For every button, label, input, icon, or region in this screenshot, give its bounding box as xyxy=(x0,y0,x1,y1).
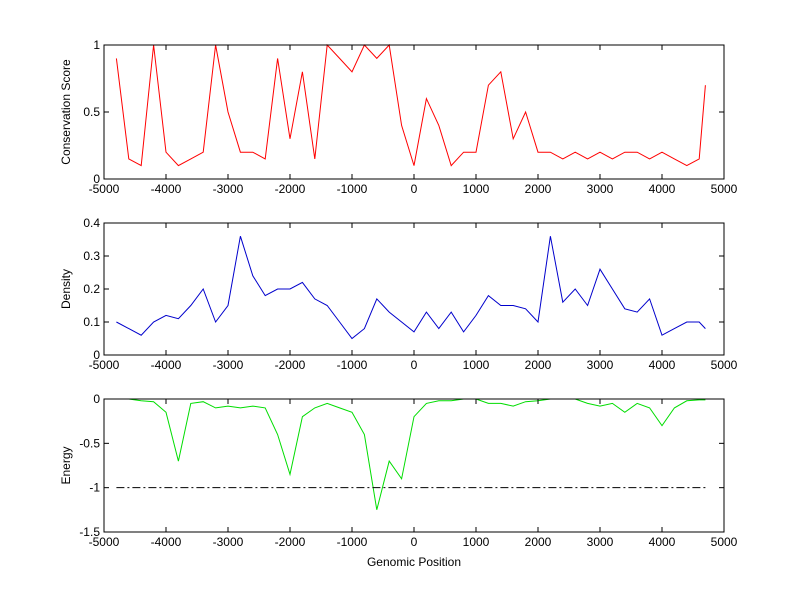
x-tick-label: 5000 xyxy=(711,182,738,196)
y-tick-label: 0.5 xyxy=(83,105,100,119)
x-tick-label: 3000 xyxy=(587,358,614,372)
x-tick-label: -2000 xyxy=(275,358,306,372)
y-tick-label: -0.5 xyxy=(79,436,100,450)
y-axis-label: Energy xyxy=(59,446,73,484)
x-tick-label: 3000 xyxy=(587,535,614,549)
x-tick-label: -4000 xyxy=(151,182,182,196)
y-tick-label: -1 xyxy=(89,481,100,495)
plot-area xyxy=(104,399,724,532)
y-tick-label: 0 xyxy=(93,172,100,186)
x-tick-label: 2000 xyxy=(525,535,552,549)
y-axis-label: Conservation Score xyxy=(59,59,73,165)
x-tick-label: 1000 xyxy=(463,535,490,549)
x-tick-label: -3000 xyxy=(213,535,244,549)
y-tick-label: 0.3 xyxy=(83,249,100,263)
x-tick-label: 4000 xyxy=(649,358,676,372)
x-tick-label: 5000 xyxy=(711,358,738,372)
x-tick-label: -5000 xyxy=(89,535,120,549)
y-tick-label: 0.4 xyxy=(83,216,100,230)
y-tick-label: 0.2 xyxy=(83,282,100,296)
x-tick-label: -4000 xyxy=(151,358,182,372)
x-axis-label: Genomic Position xyxy=(367,555,461,569)
x-tick-label: 4000 xyxy=(649,182,676,196)
x-tick-label: 0 xyxy=(411,535,418,549)
plot-area xyxy=(104,45,724,179)
x-tick-label: 2000 xyxy=(525,358,552,372)
y-tick-label: 0.1 xyxy=(83,315,100,329)
x-tick-label: 0 xyxy=(411,182,418,196)
data-line xyxy=(116,398,706,510)
y-tick-label: -1.5 xyxy=(79,525,100,539)
x-tick-label: -3000 xyxy=(213,358,244,372)
x-tick-label: 3000 xyxy=(587,182,614,196)
x-tick-label: 1000 xyxy=(463,182,490,196)
x-tick-label: -3000 xyxy=(213,182,244,196)
x-tick-label: 0 xyxy=(411,358,418,372)
x-tick-label: -2000 xyxy=(275,182,306,196)
x-tick-label: 4000 xyxy=(649,535,676,549)
x-tick-label: -1000 xyxy=(337,535,368,549)
y-tick-label: 0 xyxy=(93,392,100,406)
x-tick-label: 5000 xyxy=(711,535,738,549)
x-tick-label: -5000 xyxy=(89,182,120,196)
y-tick-label: 0 xyxy=(93,348,100,362)
y-tick-label: 1 xyxy=(93,38,100,52)
x-tick-label: -2000 xyxy=(275,535,306,549)
data-line xyxy=(116,236,706,340)
x-tick-label: 2000 xyxy=(525,182,552,196)
x-tick-label: 1000 xyxy=(463,358,490,372)
plot-area xyxy=(104,223,724,355)
y-axis-label: Density xyxy=(59,269,73,309)
x-tick-label: -1000 xyxy=(337,182,368,196)
x-tick-label: -4000 xyxy=(151,535,182,549)
x-tick-label: -1000 xyxy=(337,358,368,372)
x-tick-label: -5000 xyxy=(89,358,120,372)
